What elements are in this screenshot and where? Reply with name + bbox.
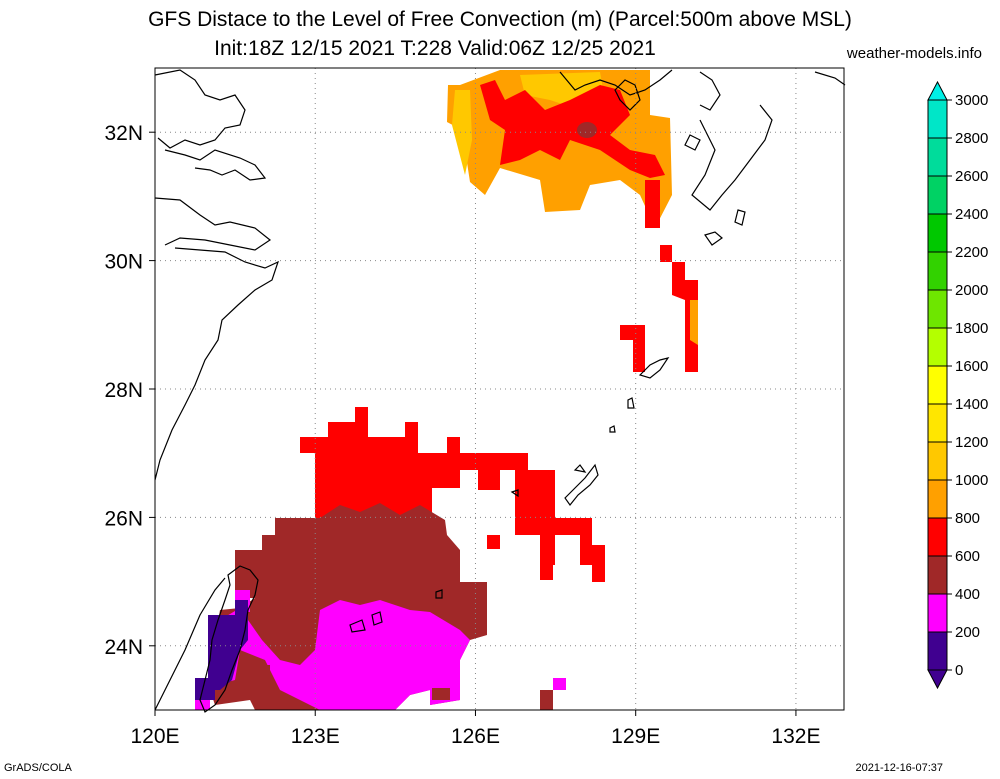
colorbar-label-3: 600	[955, 548, 980, 565]
east-islands	[684, 104, 773, 211]
lat-tick-label-2: 28N	[104, 379, 143, 402]
field-shading	[195, 70, 698, 710]
gridlines	[155, 68, 844, 710]
colorbar-label-10: 2000	[955, 282, 988, 299]
colorbar-bottom-arrow	[927, 669, 948, 690]
field-east-red-2	[660, 245, 698, 372]
field-purple	[208, 600, 248, 690]
map-title: GFS Distace to the Level of Free Convect…	[148, 8, 852, 31]
colorbar-label-15: 3000	[955, 92, 988, 109]
colorbar-label-14: 2800	[955, 130, 988, 147]
field-south-red-dot1	[487, 535, 500, 549]
colorbar-label-2: 400	[955, 586, 980, 603]
okinawa-islet-2	[510, 489, 519, 498]
colorbar-swatch-9	[927, 289, 948, 329]
colorbar-swatch-10	[927, 251, 948, 291]
kyushu-coast	[559, 69, 721, 111]
footer-left: GrADS/COLA	[4, 762, 72, 774]
field-magenta-4	[553, 678, 566, 690]
colorbar-swatch-14	[927, 99, 948, 139]
field-north-yellow	[452, 90, 472, 175]
shikoku-coast	[814, 71, 846, 86]
lat-tick-label-1: 26N	[104, 507, 143, 530]
colorbar-label-13: 2600	[955, 168, 988, 185]
colorbar-swatch-11	[927, 213, 948, 253]
islet-2	[734, 209, 746, 226]
sakishima-2	[371, 611, 383, 626]
colorbar-swatch-1	[927, 593, 948, 633]
lat-tick-label-4: 32N	[104, 122, 143, 145]
lon-tick-label-4: 132E	[771, 725, 820, 748]
colorbar-swatch-4	[927, 479, 948, 519]
field-north-dark	[577, 122, 597, 138]
lat-tick-label-0: 24N	[104, 636, 143, 659]
china-south-coast	[154, 577, 226, 711]
field-south-red-dot2	[540, 565, 553, 580]
field-brown-spot2	[432, 688, 450, 700]
okinawa-islet-1	[573, 464, 587, 473]
lon-tick-label-2: 126E	[451, 725, 500, 748]
colorbar: 0 200 400 600 800 1000 1200 1400 1600 1800 2000 220…	[927, 80, 988, 690]
lon-tick-label-0: 120E	[130, 725, 179, 748]
colorbar-swatch-3	[927, 517, 948, 557]
field-north-red	[480, 80, 665, 178]
footer-right: 2021-12-16-07:37	[855, 762, 943, 774]
okinawa-island	[564, 463, 599, 506]
colorbar-label-0: 0	[955, 662, 963, 679]
colorbar-label-11: 2200	[955, 244, 988, 261]
field-purple-2	[195, 678, 215, 700]
colorbar-label-7: 1400	[955, 396, 988, 413]
tokara-islets	[609, 397, 635, 433]
field-brown-south	[540, 690, 553, 710]
colorbar-swatch-5	[927, 441, 948, 481]
colorbar-swatch-12	[927, 175, 948, 215]
colorbar-swatch-7	[927, 365, 948, 405]
colorbar-label-9: 1800	[955, 320, 988, 337]
colorbar-swatch-2	[927, 555, 948, 595]
islet-1	[704, 231, 723, 246]
colorbar-swatch-13	[927, 137, 948, 177]
amami-island	[638, 357, 670, 379]
coastlines	[154, 69, 846, 713]
colorbar-swatch-6	[927, 403, 948, 443]
field-east-red-3	[620, 325, 645, 372]
field-brown-spot	[255, 665, 270, 685]
colorbar-label-8: 1600	[955, 358, 988, 375]
field-east-orange	[690, 300, 698, 345]
field-south-red	[300, 407, 605, 582]
lon-tick-label-1: 123E	[291, 725, 340, 748]
map-subtitle: Init:18Z 12/15 2021 T:228 Valid:06Z 12/2…	[214, 37, 656, 60]
field-east-red-1	[645, 180, 660, 228]
china-coast	[154, 69, 280, 481]
site-label: weather-models.info	[846, 45, 982, 62]
colorbar-label-5: 1000	[955, 472, 988, 489]
lon-axis: 120E 123E 126E 129E 132E	[130, 710, 820, 748]
colorbar-swatch-0	[927, 631, 948, 671]
colorbar-label-1: 200	[955, 624, 980, 641]
lat-tick-label-3: 30N	[104, 251, 143, 274]
lat-axis: 24N 26N 28N 30N 32N	[104, 122, 155, 659]
colorbar-top-arrow	[927, 80, 948, 101]
field-magenta	[212, 600, 470, 710]
colorbar-label-4: 800	[955, 510, 980, 527]
colorbar-label-12: 2400	[955, 206, 988, 223]
colorbar-swatch-8	[927, 327, 948, 367]
taiwan-coast	[199, 565, 259, 713]
lon-tick-label-3: 129E	[611, 725, 660, 748]
sakishima-1	[349, 619, 366, 633]
sakishima-3	[435, 589, 443, 599]
colorbar-label-6: 1200	[955, 434, 988, 451]
